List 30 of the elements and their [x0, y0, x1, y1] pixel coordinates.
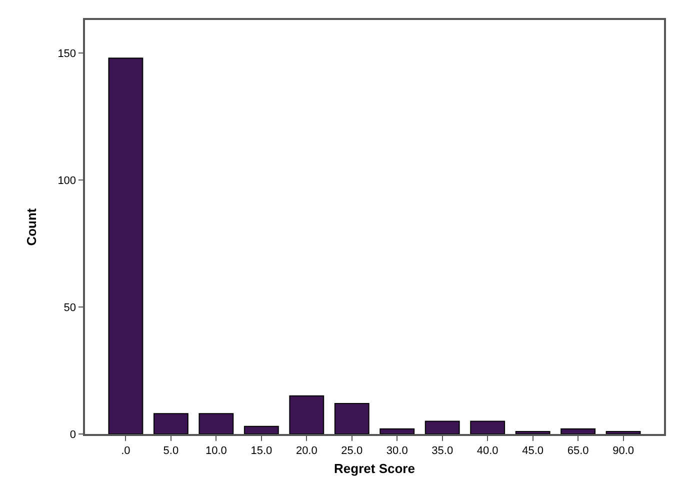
y-tick-label: 50	[64, 302, 76, 314]
x-tick-label: 90.0	[612, 444, 634, 457]
bar	[424, 420, 460, 434]
bar	[470, 420, 506, 434]
y-tick-label: 150	[58, 48, 76, 60]
bar	[606, 430, 641, 434]
bar	[244, 426, 279, 434]
x-tick-label: 65.0	[567, 444, 589, 457]
x-tick-label: 20.0	[296, 444, 318, 457]
x-tick-label: 15.0	[250, 444, 272, 457]
bar	[198, 413, 234, 434]
bar	[515, 430, 550, 434]
bar	[380, 428, 415, 434]
y-tick-label: 100	[58, 174, 76, 187]
x-tick-label: 45.0	[522, 444, 544, 457]
x-tick-label: 30.0	[386, 444, 408, 457]
x-tick-label: 40.0	[476, 444, 498, 457]
bar	[560, 428, 596, 434]
bar	[289, 395, 324, 434]
bar	[334, 403, 370, 434]
x-tick-label: 10.0	[205, 444, 227, 457]
x-axis-title: Regret Score	[334, 461, 415, 476]
y-axis-title: Count	[24, 208, 40, 246]
y-tick-label: 0	[70, 428, 76, 441]
x-tick-label: 35.0	[432, 444, 454, 457]
bar	[108, 58, 144, 434]
bar	[153, 413, 188, 434]
x-tick-label: .0	[121, 444, 130, 457]
x-tick-label: 5.0	[163, 444, 179, 457]
x-tick-label: 25.0	[341, 444, 363, 457]
